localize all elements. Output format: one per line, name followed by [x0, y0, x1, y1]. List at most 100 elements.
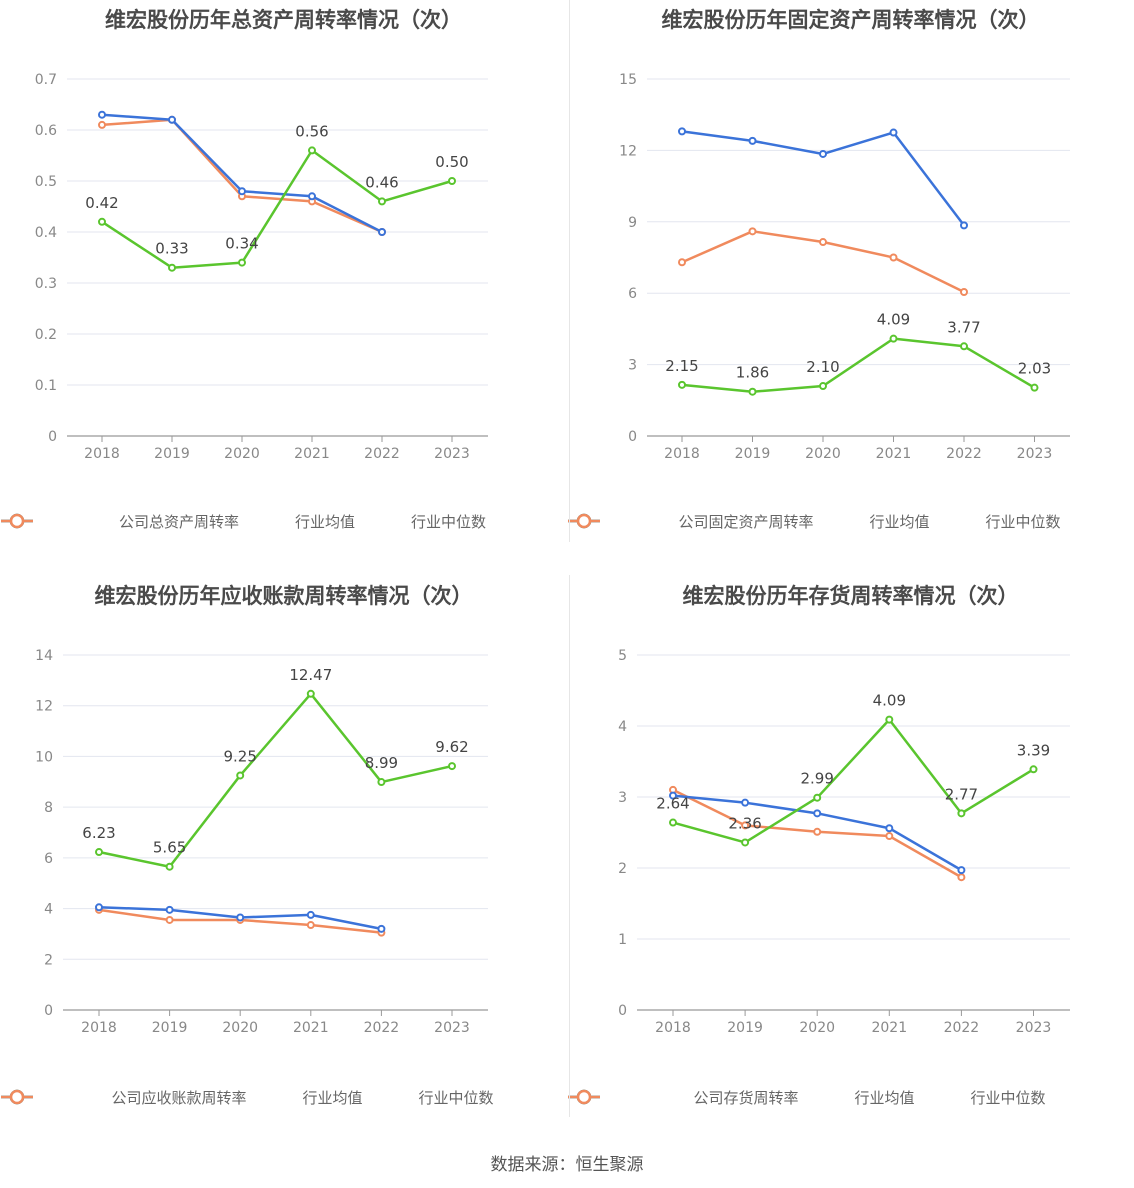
data-point-company — [309, 147, 315, 153]
data-point-company — [886, 717, 892, 723]
data-point-median — [99, 122, 105, 128]
data-label: 4.09 — [877, 311, 910, 329]
data-point-company — [891, 336, 897, 342]
data-point-avg — [237, 914, 243, 920]
data-point-avg — [96, 904, 102, 910]
x-tick-label: 2019 — [154, 446, 190, 462]
legend-label: 行业均值 — [854, 1087, 914, 1108]
y-tick-label: 5 — [618, 648, 627, 664]
data-point-avg — [99, 112, 105, 118]
legend-item-company[interactable]: 公司总资产周转率 — [81, 511, 239, 532]
legend-swatch-icon — [933, 1088, 967, 1108]
chart-panel-inventory: 维宏股份历年存货周转率情况（次） 0 1 2 3 4 5 2018 2019 2020 2021 2… — [567, 576, 1134, 1152]
data-label: 2.99 — [800, 770, 833, 788]
legend-item-company[interactable]: 公司固定资产周转率 — [640, 511, 813, 532]
x-tick-label: 2023 — [1016, 1020, 1052, 1036]
chart-plot: 0 3 6 9 12 15 2018 2019 2020 2021 2022 2023 2.15 1.86… — [567, 0, 1134, 576]
x-tick-label: 2023 — [434, 446, 470, 462]
chart-legend: 公司总资产周转率 行业均值 行业中位数 — [0, 511, 567, 532]
legend-label: 行业均值 — [295, 511, 355, 532]
legend-swatch-glyph — [567, 1087, 601, 1107]
legend-item-median[interactable]: 行业中位数 — [373, 511, 486, 532]
chart-plot: 00.10.20.30.40.50.60.72018 2019 2020 2021 20… — [0, 0, 567, 576]
data-label: 0.50 — [435, 153, 468, 171]
legend-swatch-icon — [831, 512, 865, 532]
legend-item-median[interactable]: 行业中位数 — [948, 511, 1061, 532]
data-point-company — [167, 864, 173, 870]
data-label: 2.15 — [665, 357, 698, 375]
legend-label: 行业均值 — [869, 511, 929, 532]
y-tick-label: 14 — [35, 648, 53, 664]
y-tick-label: 3 — [628, 358, 637, 374]
data-point-company — [99, 219, 105, 225]
legend-item-avg[interactable]: 行业均值 — [264, 1087, 362, 1108]
data-point-median — [814, 829, 820, 835]
data-point-company — [750, 389, 756, 395]
data-point-avg — [378, 926, 384, 932]
chart-panel-receivables: 维宏股份历年应收账款周转率情况（次） 0 2 4 6 8 10 12 14 2018 2019 20… — [0, 576, 567, 1152]
y-tick-label: 2 — [618, 861, 627, 877]
y-tick-label: 1 — [618, 932, 627, 948]
data-point-median — [308, 922, 314, 928]
x-tick-label: 2018 — [81, 1020, 117, 1036]
legend-item-company[interactable]: 公司存货周转率 — [655, 1087, 798, 1108]
data-label: 2.64 — [656, 795, 689, 813]
data-label: 6.23 — [82, 824, 115, 842]
x-tick-label: 2021 — [876, 446, 912, 462]
y-tick-label: 12 — [35, 699, 53, 715]
data-point-avg — [814, 810, 820, 816]
legend-swatch-marker — [11, 1091, 23, 1103]
x-tick-label: 2019 — [152, 1020, 188, 1036]
y-tick-label: 0.5 — [35, 174, 57, 190]
data-label: 4.09 — [873, 692, 906, 710]
data-point-company — [679, 382, 685, 388]
chart-legend: 公司应收账款周转率 行业均值 行业中位数 — [0, 1087, 567, 1108]
legend-label: 公司存货周转率 — [693, 1087, 798, 1108]
data-label: 3.77 — [947, 318, 980, 336]
legend-item-company[interactable]: 公司应收账款周转率 — [73, 1087, 246, 1108]
data-label: 12.47 — [289, 666, 332, 684]
data-point-median — [886, 833, 892, 839]
panel-divider — [569, 0, 570, 542]
data-point-avg — [308, 912, 314, 918]
chart-panel-total-asset: 维宏股份历年总资产周转率情况（次） 0 0.1 0.2 0.3 0.4 0.5 0.6 0.7… — [0, 0, 567, 576]
data-point-company — [96, 849, 102, 855]
legend-item-avg[interactable]: 行业均值 — [816, 1087, 914, 1108]
data-point-median — [891, 255, 897, 261]
data-point-median — [820, 239, 826, 245]
data-point-avg — [309, 193, 315, 199]
y-tick-label: 3 — [618, 790, 627, 806]
legend-swatch-icon — [373, 512, 407, 532]
data-point-company — [961, 343, 967, 349]
data-label: 0.42 — [85, 194, 118, 212]
legend-swatch-icon — [948, 512, 982, 532]
data-point-avg — [961, 222, 967, 228]
data-point-median — [167, 917, 173, 923]
legend-item-avg[interactable]: 行业均值 — [831, 511, 929, 532]
legend-swatch-icon — [81, 512, 115, 532]
panel-divider — [569, 575, 570, 1117]
legend-item-median[interactable]: 行业中位数 — [381, 1087, 494, 1108]
data-label: 0.46 — [365, 173, 398, 191]
legend-item-median[interactable]: 行业中位数 — [933, 1087, 1046, 1108]
legend-item-avg[interactable]: 行业均值 — [257, 511, 355, 532]
y-tick-label: 6 — [628, 286, 637, 302]
x-tick-label: 2020 — [805, 446, 841, 462]
x-tick-label: 2020 — [224, 446, 260, 462]
data-label: 2.36 — [728, 814, 761, 832]
data-point-avg — [742, 800, 748, 806]
legend-swatch-icon — [381, 1088, 415, 1108]
data-point-company — [308, 691, 314, 697]
data-point-company — [814, 795, 820, 801]
y-tick-label: 0 — [618, 1003, 627, 1019]
legend-swatch-icon — [73, 1088, 107, 1108]
x-tick-label: 2019 — [727, 1020, 763, 1036]
data-point-company — [449, 178, 455, 184]
data-label: 2.03 — [1018, 360, 1051, 378]
legend-label: 行业中位数 — [986, 511, 1061, 532]
y-tick-label: 0.6 — [35, 123, 57, 139]
data-point-avg — [750, 138, 756, 144]
data-point-company — [237, 772, 243, 778]
data-point-company — [1032, 385, 1038, 391]
y-tick-label: 6 — [44, 851, 53, 867]
